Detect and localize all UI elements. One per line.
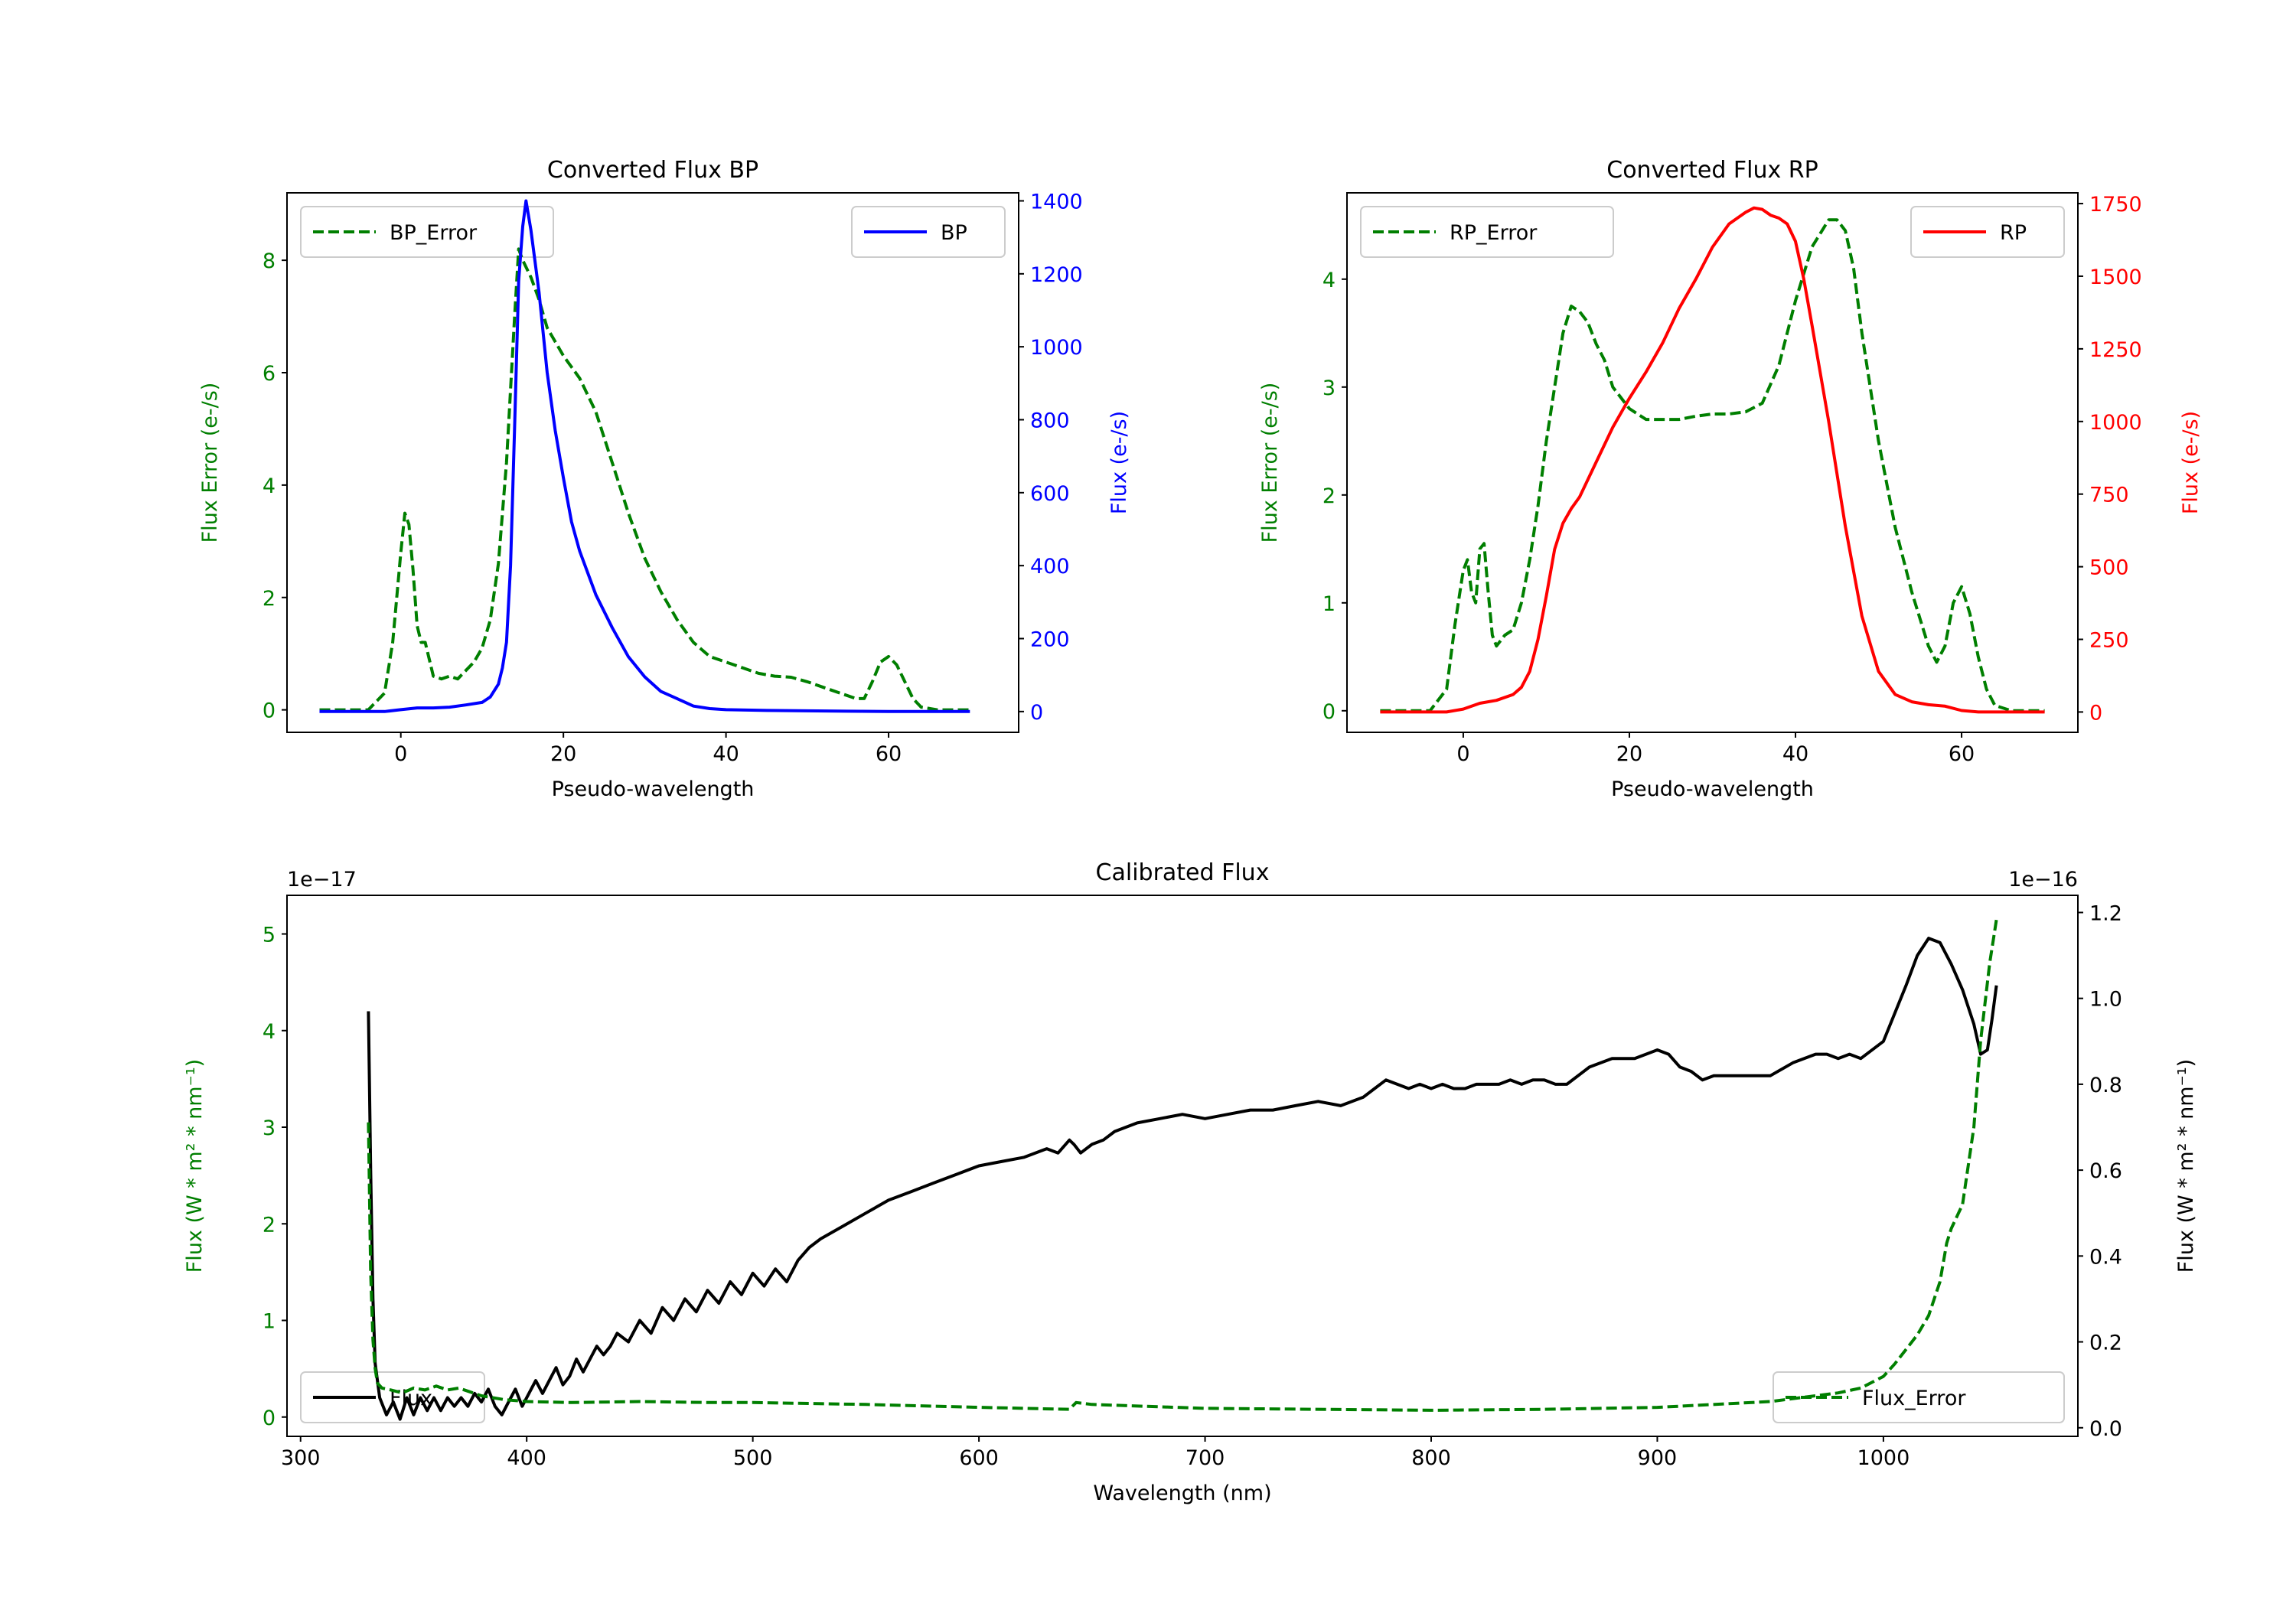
bp-y-left-tick-label: 6 — [263, 362, 276, 386]
cal-y-right-tick-label: 0.8 — [2089, 1074, 2122, 1097]
bp-y-right-tick-label: 1200 — [1030, 263, 1083, 287]
rp-title: Converted Flux RP — [1606, 157, 1818, 184]
bp-legend-left-box — [300, 206, 554, 258]
cal-y-left-tick-label: 3 — [263, 1116, 276, 1140]
rp-y-right-tick-label: 1750 — [2089, 193, 2142, 217]
bp-legend-right: BP — [851, 206, 1006, 258]
bp-series-bp-error — [319, 247, 970, 712]
cal-y-right-tick-label: 1.2 — [2089, 901, 2122, 925]
rp-legend-right-label: RP — [2000, 221, 2027, 245]
cal-plot-frame — [286, 895, 2079, 1437]
rp-y-right-tick-label: 500 — [2089, 556, 2129, 580]
rp-y-right-tick-label: 250 — [2089, 629, 2129, 653]
rp-y-right-tick-label: 750 — [2089, 484, 2129, 507]
rp-y-left-tick-label: 4 — [1322, 269, 1336, 292]
cal-legend-right: Flux_Error — [1773, 1371, 2065, 1423]
panel-rp: Converted Flux RP Pseudo-wavelength Flux… — [1258, 157, 2203, 801]
bp-xlabel: Pseudo-wavelength — [552, 777, 755, 801]
panel-calibrated: Calibrated Flux Wavelength (nm) Flux (W … — [183, 859, 2198, 1505]
cal-xlabel: Wavelength (nm) — [1093, 1482, 1271, 1505]
rp-plot-frame — [1346, 192, 2079, 733]
bp-y-right-tick-label: 200 — [1030, 627, 1070, 651]
bp-y-left-tick-label: 0 — [263, 699, 276, 723]
bp-y-right-tick-label: 1400 — [1030, 190, 1083, 214]
rp-x-tick-label: 60 — [1949, 742, 1975, 766]
rp-legend-right-box — [1910, 206, 2065, 258]
bp-legend-right-box — [851, 206, 1006, 258]
rp-y-left-tick-label: 1 — [1322, 592, 1336, 616]
cal-y-left-tick-label: 4 — [263, 1020, 276, 1044]
cal-y-right-tick-label: 1.0 — [2089, 988, 2122, 1012]
rp-series-rp-error — [1380, 218, 2045, 712]
cal-title: Calibrated Flux — [1096, 859, 1270, 886]
bp-legend-right-label: BP — [941, 221, 967, 245]
cal-y-left-tick-label: 2 — [263, 1213, 276, 1237]
rp-y-right-tick-label: 1500 — [2089, 266, 2142, 289]
bp-y-right-tick-label: 400 — [1030, 555, 1070, 579]
rp-y-left-tick-label: 3 — [1322, 376, 1336, 400]
bp-y-left-tick-label: 2 — [263, 587, 276, 611]
cal-x-tick-label: 800 — [1411, 1446, 1451, 1470]
cal-legend-right-box — [1773, 1371, 2065, 1423]
bp-y-right-tick-label: 600 — [1030, 482, 1070, 506]
cal-legend-left: Flux — [300, 1371, 485, 1423]
bp-y-right-tick-label: 0 — [1030, 701, 1043, 725]
rp-legend-left-label: RP_Error — [1450, 221, 1538, 245]
bp-y-left-tick-label: 8 — [263, 249, 276, 273]
bp-legend-left-label: BP_Error — [390, 221, 478, 245]
cal-x-tick-label: 1000 — [1857, 1446, 1910, 1470]
cal-legend-right-label: Flux_Error — [1862, 1387, 1966, 1410]
rp-legend-left: RP_Error — [1360, 206, 1614, 258]
rp-y-left-label: Flux Error (e-/s) — [1258, 383, 1282, 543]
rp-series-rp — [1380, 206, 2045, 714]
cal-y-right-label: Flux (W * m² * nm⁻¹) — [2174, 1059, 2198, 1273]
bp-x-tick-label: 60 — [876, 742, 902, 766]
cal-y-right-tick-label: 0.4 — [2089, 1245, 2122, 1269]
bp-y-right-tick-label: 1000 — [1030, 336, 1083, 360]
rp-legend-left-box — [1360, 206, 1614, 258]
cal-y-left-tick-label: 5 — [263, 924, 276, 947]
cal-y-right-tick-label: 0.2 — [2089, 1332, 2122, 1355]
rp-y-right-label: Flux (e-/s) — [2179, 411, 2203, 514]
bp-x-tick-label: 0 — [394, 742, 407, 766]
rp-legend-right: RP — [1910, 206, 2065, 258]
cal-y-right-tick-label: 0.6 — [2089, 1159, 2122, 1183]
bp-y-left-label: Flux Error (e-/s) — [198, 383, 222, 543]
bp-y-left-tick-label: 4 — [263, 474, 276, 498]
bp-x-tick-label: 20 — [550, 742, 576, 766]
cal-series-flux-error — [367, 919, 1998, 1412]
bp-x-tick-label: 40 — [713, 742, 739, 766]
rp-y-left-tick-label: 2 — [1322, 484, 1336, 508]
cal-y-right-tick-label: 0.0 — [2089, 1417, 2122, 1441]
bp-series-bp — [319, 199, 970, 713]
bp-plot-frame — [286, 192, 1019, 733]
bp-y-right-label: Flux (e-/s) — [1107, 411, 1131, 514]
cal-y-left-offset: 1e−17 — [287, 868, 357, 892]
rp-y-left-tick-label: 0 — [1322, 700, 1336, 724]
rp-y-right-tick-label: 0 — [2089, 701, 2102, 725]
bp-legend-left: BP_Error — [300, 206, 554, 258]
panel-bp: Converted Flux BP Pseudo-wavelength Flux… — [198, 157, 1131, 801]
cal-y-left-label: Flux (W * m² * nm⁻¹) — [183, 1059, 207, 1273]
cal-y-right-offset: 1e−16 — [2008, 868, 2078, 892]
cal-y-left-tick-label: 0 — [263, 1407, 276, 1430]
rp-x-tick-label: 20 — [1616, 742, 1642, 766]
bp-y-right-tick-label: 800 — [1030, 409, 1070, 432]
cal-x-tick-label: 400 — [507, 1446, 546, 1470]
rp-x-tick-label: 40 — [1782, 742, 1808, 766]
cal-x-tick-label: 500 — [733, 1446, 773, 1470]
rp-y-right-tick-label: 1250 — [2089, 338, 2142, 362]
cal-x-tick-label: 600 — [959, 1446, 999, 1470]
rp-y-right-tick-label: 1000 — [2089, 411, 2142, 435]
cal-series-flux — [367, 937, 1998, 1421]
bp-title: Converted Flux BP — [547, 157, 758, 184]
cal-x-tick-label: 700 — [1186, 1446, 1225, 1470]
cal-y-left-tick-label: 1 — [263, 1310, 276, 1334]
rp-xlabel: Pseudo-wavelength — [1611, 777, 1814, 801]
cal-x-tick-label: 300 — [281, 1446, 321, 1470]
rp-x-tick-label: 0 — [1456, 742, 1469, 766]
cal-x-tick-label: 900 — [1638, 1446, 1678, 1470]
